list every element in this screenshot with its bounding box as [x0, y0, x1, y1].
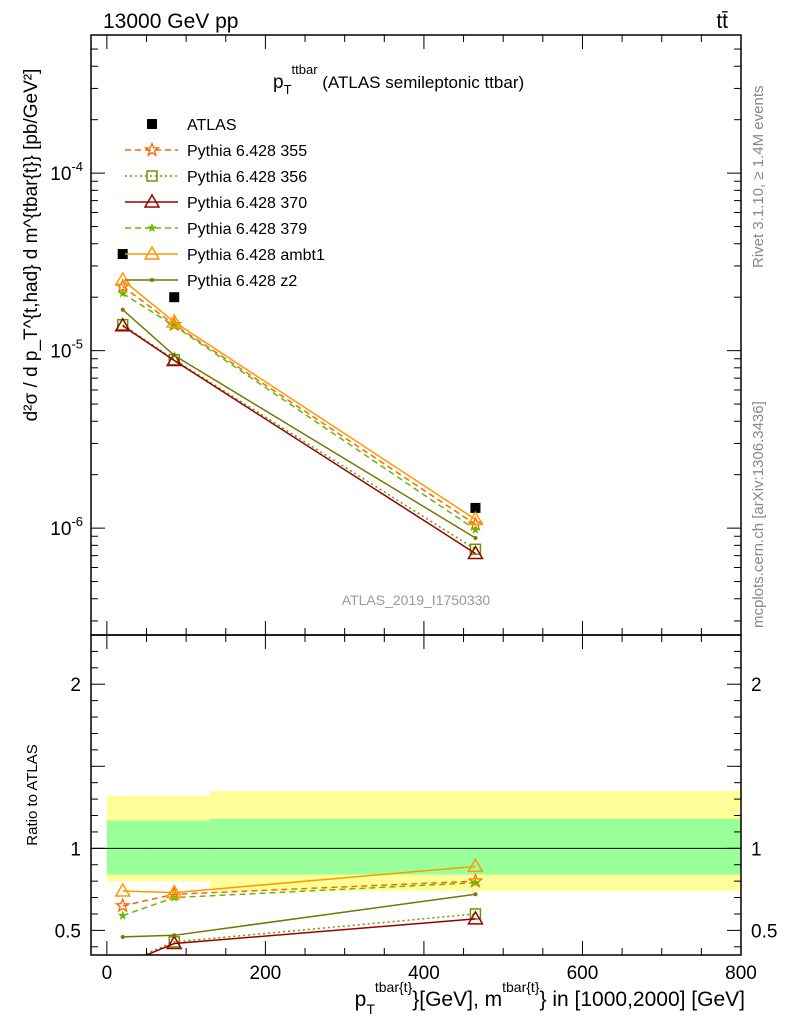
main-point-pythia-6-428-z2-1	[172, 353, 177, 358]
main-plot	[114, 249, 484, 560]
ratio-frame	[90, 634, 742, 956]
ratio-y-tick-label-left-1: 1	[70, 839, 81, 860]
ratio-band-inner-2	[209, 818, 741, 875]
legend-marker-pythia-6-428-z2	[150, 278, 154, 282]
title-rest: (ATLAS semileptonic ttbar)	[318, 73, 525, 92]
ratio-y-tick-label-right-2: 2	[751, 675, 762, 696]
legend-label-pythia-6-428-379: Pythia 6.428 379	[187, 221, 307, 238]
energy-label: 13000 GeV pp	[103, 10, 238, 33]
main-point-pythia-6-428-370-0	[114, 317, 132, 332]
xlabel-mid: }[GeV], m	[412, 988, 502, 1011]
ratio-line-pythia-6-428-ambt1	[122, 865, 476, 894]
legend-marker-pythia-6-428-356	[146, 170, 158, 182]
main-point-pythia-6-428-z2-2	[473, 535, 478, 540]
ratio-y-tick-label-left-2: 2	[70, 675, 81, 696]
ratio-point-pythia-6-428-370-1	[165, 935, 183, 950]
main-line-pythia-6-428-370	[122, 325, 476, 555]
rivet-label: Rivet 3.1.10, ≥ 1.4M events	[750, 86, 767, 269]
ratio-band-inner-0	[106, 820, 151, 875]
legend-label-pythia-6-428-ambt1: Pythia 6.428 ambt1	[187, 247, 325, 264]
legend-label-pythia-6-428-z2: Pythia 6.428 z2	[187, 273, 297, 290]
x-axis-label: pTtbar{t}}[GeV], mtbar{t}} in [1000,2000…	[355, 979, 745, 1017]
x-tick-label-4: 800	[725, 963, 757, 984]
main-point-pythia-6-428-ambt1-0	[114, 271, 132, 286]
title-sub: T	[284, 82, 292, 97]
ratio-y-axis-label: Ratio to ATLAS	[24, 744, 41, 845]
legend: ATLAS Pythia 6.428 355 Pythia 6.428 356 Pyt…	[125, 117, 325, 290]
ratio-point-pythia-6-428-ambt1-2	[467, 857, 484, 873]
main-point-pythia-6-428-379-1	[169, 320, 179, 330]
xlabel-sup2: tbar{t}	[502, 979, 540, 995]
main-plot-title: pTttbar (ATLAS semileptonic ttbar)	[273, 62, 524, 97]
ratio-point-pythia-6-428-379-2	[470, 877, 481, 887]
main-point-pythia-6-428-370-1	[165, 351, 183, 367]
main-line-pythia-6-428-ambt1	[122, 279, 476, 521]
main-point-pythia-6-428-379-0	[118, 288, 128, 298]
main-line-pythia-6-428-z2	[122, 309, 476, 539]
ratio-y-tick-label-left-0: 0.5	[55, 921, 81, 942]
ratio-point-pythia-6-428-356-0	[118, 958, 128, 968]
legend-marker-pythia-6-428-370	[143, 193, 161, 208]
ratio-point-pythia-6-428-z2-0	[120, 934, 125, 939]
ratio-y-tick-label-right-0: 0.5	[751, 921, 777, 942]
main-y-tick-label-2: 10-4	[50, 159, 83, 185]
main-point-pythia-6-428-356-2	[469, 543, 482, 556]
main-point-atlas-1	[169, 292, 180, 303]
main-point-atlas-0	[117, 249, 128, 260]
xlabel-tail: } in [1000,2000] [GeV]	[540, 988, 746, 1011]
ratio-point-pythia-6-428-z2-2	[473, 892, 478, 897]
main-point-pythia-6-428-370-2	[467, 544, 484, 560]
ratio-y-tick-label-right-1: 1	[751, 839, 762, 860]
main-line-pythia-6-428-356	[122, 324, 476, 550]
main-point-atlas-2	[470, 502, 481, 513]
main-point-pythia-6-428-379-2	[470, 524, 481, 534]
xlabel-sup1: tbar{t}	[375, 979, 413, 995]
legend-label-pythia-6-428-355: Pythia 6.428 355	[187, 143, 307, 160]
ratio-point-pythia-6-428-ambt1-0	[114, 882, 132, 897]
legend-label-pythia-6-428-356: Pythia 6.428 356	[187, 169, 307, 186]
main-point-pythia-6-428-ambt1-2	[467, 510, 484, 526]
x-tick-label-2: 400	[408, 963, 440, 984]
main-point-pythia-6-428-z2-0	[120, 307, 125, 312]
xlabel-p: p	[355, 988, 367, 1011]
legend-marker-atlas	[147, 119, 157, 129]
legend-marker-pythia-6-428-ambt1	[143, 245, 161, 260]
legend-label-atlas: ATLAS	[187, 117, 237, 134]
main-y-tick-label-1: 10-5	[50, 337, 83, 363]
ratio-point-pythia-6-428-370-0	[116, 958, 130, 970]
ratio-band-inner-1	[150, 820, 210, 875]
legend-marker-pythia-6-428-379	[147, 223, 157, 232]
analysis-id-label: ATLAS_2019_I1750330	[342, 592, 491, 608]
main-y-axis-label: d²σ / d p_T^{t,had} d m^{tbar{t}} [pb/Ge…	[21, 69, 42, 422]
x-tick-label-1: 200	[250, 963, 282, 984]
ratio-point-pythia-6-428-370-2	[467, 910, 484, 925]
mcplots-label: mcplots.cern.ch [arXiv:1306.3436]	[750, 401, 767, 628]
axis-ticks: 10-6 10-5 10-4 0.5 0.5 1 1 2 2 0 200 400 600 800	[50, 35, 777, 984]
ratio-point-pythia-6-428-z2-1	[172, 933, 177, 938]
legend-label-pythia-6-428-370: Pythia 6.428 370	[187, 195, 307, 212]
title-sup: ttbar	[292, 62, 319, 77]
xlabel-sub: T	[366, 1001, 375, 1017]
ratio-plot	[91, 790, 741, 970]
process-label: tt̄	[716, 10, 728, 33]
main-point-pythia-6-428-ambt1-1	[165, 313, 183, 328]
ratio-point-pythia-6-428-355-0	[114, 897, 131, 913]
title-main: p	[273, 72, 284, 93]
x-tick-label-3: 600	[567, 963, 599, 984]
legend-marker-pythia-6-428-355	[144, 141, 160, 157]
ratio-point-pythia-6-428-ambt1-1	[165, 884, 183, 899]
ratio-line-pythia-6-428-356	[140, 913, 476, 955]
ratio-line-pythia-6-428-370	[144, 918, 476, 955]
x-tick-label-0: 0	[102, 963, 113, 984]
ratio-point-pythia-6-428-379-0	[118, 910, 128, 920]
main-y-tick-label-0: 10-6	[50, 514, 83, 540]
